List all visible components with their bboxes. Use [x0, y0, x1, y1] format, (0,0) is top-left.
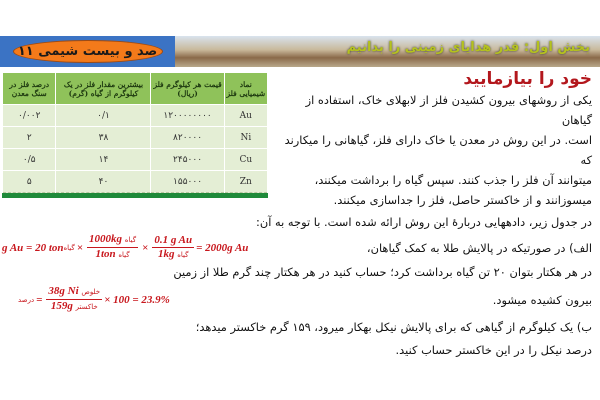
fraction: 0.1 g Au 1kg گیاه	[152, 233, 195, 262]
percent-label: درصد	[18, 295, 35, 304]
unit-plant: گیاه	[177, 250, 189, 259]
cell: Ni	[223, 126, 269, 149]
part-a3-row: درصد = 38g Ni خلوص 159g خاکستر × 100 = 23…	[2, 285, 592, 314]
numerator: 0.1 g Au	[152, 233, 195, 248]
cell: Cu	[223, 148, 269, 171]
col-header: بیشترین مقدار فلز در یک کیلوگرم از گیاه …	[55, 72, 152, 105]
col-header: قیمت هر کیلوگرم فلز (ریال)	[150, 72, 225, 105]
cell: ۲۴۵۰۰۰	[150, 148, 225, 171]
table-row: ۵ ۴۰ ۱۵۵۰۰۰ Zn	[1, 170, 269, 193]
denominator: 1ton	[95, 248, 116, 260]
metals-table: درصد فلز در سنگ معدن بیشترین مقدار فلز د…	[1, 72, 269, 193]
formula-b: درصد = 38g Ni خلوص 159g خاکستر × 100 = 23…	[18, 285, 170, 314]
formula-result: × 100 = 23.9%	[104, 293, 170, 306]
part-b-line1: ب) یک کیلوگرم از گیاهی که برای پالایش نی…	[195, 320, 592, 334]
table-footer-bar	[2, 193, 268, 198]
cell: ۱۲۰۰۰۰۰۰۰۰	[150, 104, 225, 127]
cell: ۲	[1, 126, 57, 149]
part-a-line3: بیرون کشیده میشود.	[492, 292, 592, 307]
text-line: میتوانند آن فلز را جذب کنند. سپس گیاه را…	[314, 173, 592, 187]
cell: ۰/۰۰۲	[1, 104, 57, 127]
formula-lhs: g Au = 20 ton	[2, 241, 64, 254]
badge-label: صد و بیست شیمی ۱۱	[12, 40, 163, 63]
denominator: 1kg	[157, 247, 175, 260]
formula-result: = 2000g Au	[196, 241, 249, 254]
top-area: درصد فلز در سنگ معدن بیشترین مقدار فلز د…	[1, 68, 592, 210]
cell: ۸۲۰۰۰۰	[150, 126, 225, 149]
text-line: یکی از روشهای بیرون کشیدن فلز از لابهلای…	[305, 93, 592, 127]
cell: ۰/۵	[1, 148, 57, 171]
cell: ۰/۱	[55, 104, 152, 127]
cell: ۱۴	[55, 148, 152, 171]
ash-label: خاکستر	[75, 303, 98, 311]
col-header: درصد فلز در سنگ معدن	[1, 72, 57, 105]
cell: ۳۸	[55, 126, 152, 149]
table-row: ۲ ۳۸ ۸۲۰۰۰۰ Ni	[1, 126, 269, 149]
formula-a: g Au = 20 ton گیاه × 1000kg گیاه 1ton گیا…	[2, 233, 248, 262]
right-column: خود را بیازمایید یکی از روشهای بیرون کشی…	[276, 68, 592, 210]
times-sign: ×	[142, 241, 149, 254]
intro-paragraph: یکی از روشهای بیرون کشیدن فلز از لابهلای…	[276, 90, 592, 210]
chapter-title: بخش اول: قدر هدایای زمینی را بدانیم	[346, 40, 590, 55]
col-header: نماد شیمیایی فلز	[223, 72, 269, 105]
table-row: ۰/۰۰۲ ۰/۱ ۱۲۰۰۰۰۰۰۰۰ Au	[1, 104, 269, 127]
cell: ۵	[1, 170, 57, 193]
equals-sign: =	[36, 293, 43, 306]
fraction: 1000kg گیاه 1ton گیاه	[87, 233, 139, 262]
unit-plant: گیاه	[124, 236, 137, 244]
cell: Au	[223, 104, 269, 127]
times-sign: ×	[76, 241, 84, 254]
table-row: ۰/۵ ۱۴ ۲۴۵۰۰۰ Cu	[1, 148, 269, 171]
part-a-line1: الف) در صورتیکه در پالایش طلا به کمک گیا…	[366, 240, 592, 255]
book-badge: صد و بیست شیمی ۱۱	[0, 36, 175, 67]
fraction: 38g Ni خلوص 159g خاکستر	[46, 285, 103, 314]
table-intro: در جدول زیر، دادههایی دربارهٔ این روش ار…	[256, 215, 592, 229]
table-wrap: درصد فلز در سنگ معدن بیشترین مقدار فلز د…	[1, 68, 269, 198]
part-b-line2: درصد نیکل را در این خاکستر حساب کنید.	[395, 343, 592, 357]
cell: ۱۵۵۰۰۰	[150, 170, 225, 193]
part-a-row: g Au = 20 ton گیاه × 1000kg گیاه 1ton گیا…	[2, 233, 592, 262]
section-heading: خود را بیازمایید	[463, 69, 592, 89]
purity-label: خلوص	[81, 288, 101, 296]
denominator: 159g	[50, 300, 73, 312]
unit-plant: گیاه	[118, 251, 130, 259]
unit-plant: گیاه	[63, 243, 75, 252]
part-a-line2: در هر هکتار بتوان ۲۰ تن گیاه برداشت کرد؛…	[173, 265, 592, 279]
text-line: است. در این روش در معدن یا خاک دارای فلز…	[284, 133, 592, 167]
cell: Zn	[223, 170, 269, 193]
content: درصد فلز در سنگ معدن بیشترین مقدار فلز د…	[1, 68, 592, 360]
text-line: میسوزانند و از خاکستر حاصل، فلز را جداسا…	[333, 193, 592, 207]
numerator: 1000kg	[89, 233, 123, 245]
cell: ۴۰	[55, 170, 152, 193]
numerator: 38g Ni	[48, 285, 79, 297]
